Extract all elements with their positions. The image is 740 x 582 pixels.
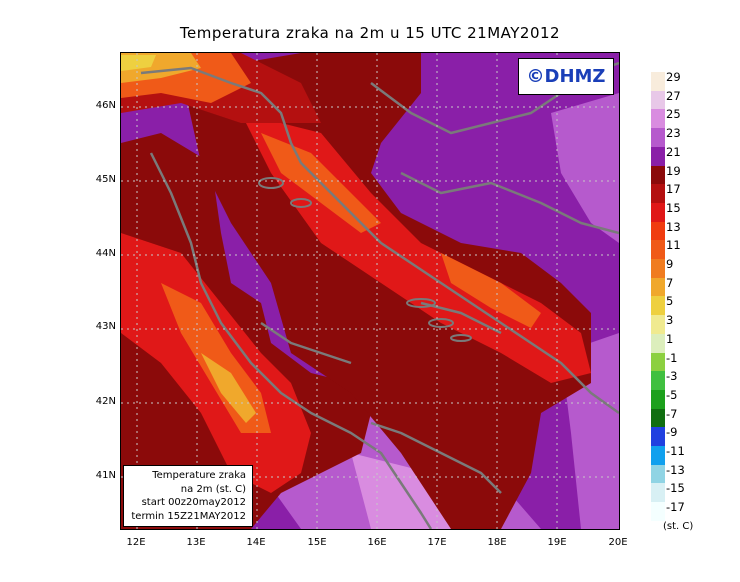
lat-tick-43n: 43N	[95, 321, 116, 332]
legend-label: 9	[666, 257, 674, 271]
legend-swatch	[651, 259, 665, 279]
legend-label: -15	[666, 481, 685, 496]
legend-swatch	[651, 296, 665, 316]
lon-tick-19e: 19E	[547, 537, 567, 548]
alps-peak-top	[121, 55, 156, 71]
legend-label: -9	[666, 425, 678, 440]
lon-tick-14e: 14E	[246, 537, 266, 548]
legend-label: 17	[666, 182, 681, 197]
legend-swatch	[651, 109, 665, 129]
legend-label: 11	[666, 238, 681, 253]
legend-label: -5	[666, 387, 678, 402]
legend-swatch	[651, 315, 665, 335]
legend-swatch	[651, 202, 665, 223]
legend-swatch	[651, 371, 665, 391]
info-line-1: Temperature zraka	[152, 470, 246, 481]
legend-swatch	[651, 277, 665, 297]
legend-label: 15	[666, 200, 681, 215]
legend-label: 1	[666, 331, 674, 346]
legend-swatch	[651, 464, 665, 484]
lat-tick-42n: 42N	[95, 396, 116, 407]
lon-tick-16e: 16E	[367, 537, 387, 548]
legend-label: 19	[666, 163, 681, 178]
legend-swatch	[651, 128, 665, 148]
legend-label: 29	[666, 70, 681, 84]
legend-units: (st. C)	[663, 521, 694, 532]
legend-swatch	[651, 90, 665, 110]
legend-swatch	[651, 72, 665, 92]
dhmz-brand-label: ©DHMZ	[518, 58, 614, 95]
lat-tick-41n: 41N	[95, 470, 116, 481]
islands	[258, 177, 472, 342]
legend-swatch	[651, 221, 665, 241]
lat-tick-46n: 46N	[95, 100, 116, 111]
legend-swatch	[651, 333, 665, 353]
info-line-3: start 00z20may2012	[141, 497, 246, 508]
legend-swatch	[651, 352, 665, 372]
legend-label: 3	[666, 313, 674, 328]
legend-label: 5	[666, 294, 674, 309]
apennine-peak-high	[201, 353, 256, 423]
legend-swatch	[651, 483, 665, 503]
temperature-map: ©DHMZ Temperature zraka na 2m (st. C) st…	[120, 52, 620, 530]
map-info-box: Temperature zraka na 2m (st. C) start 00…	[123, 465, 253, 527]
info-line-4: termin 15Z21MAY2012	[131, 510, 246, 522]
legend-swatch	[651, 184, 665, 204]
legend-label: -1	[666, 350, 678, 365]
dinaric-peak	[441, 253, 541, 328]
legend-label: 25	[666, 107, 681, 122]
legend-label: 7	[666, 275, 674, 290]
lon-tick-13e: 13E	[186, 537, 206, 548]
legend-swatch	[651, 427, 665, 447]
legend-swatch	[651, 502, 665, 522]
legend-swatch	[651, 446, 665, 466]
legend-label: -3	[666, 369, 678, 384]
legend-label: 13	[666, 219, 681, 234]
legend-swatch	[651, 389, 665, 410]
legend-label: -13	[666, 462, 685, 477]
lon-tick-18e: 18E	[487, 537, 507, 548]
lat-tick-44n: 44N	[95, 248, 116, 259]
legend-label: -7	[666, 406, 678, 421]
lon-tick-17e: 17E	[427, 537, 447, 548]
legend-swatch	[651, 408, 665, 428]
legend-label: 23	[666, 126, 681, 141]
legend-label: -17	[666, 500, 685, 515]
legend-label: 27	[666, 88, 681, 103]
sea-cool-patch-east	[551, 93, 619, 243]
lat-tick-45n: 45N	[95, 174, 116, 185]
info-line-2: na 2m (st. C)	[180, 483, 246, 495]
legend-swatch	[651, 146, 665, 166]
map-title: Temperatura zraka na 2m u 15 UTC 21MAY20…	[179, 24, 561, 42]
legend-swatch	[651, 165, 665, 185]
lon-tick-12e: 12E	[126, 537, 146, 548]
legend-swatch	[651, 240, 665, 260]
coordinate-grid	[121, 53, 619, 529]
legend-label: -11	[666, 444, 685, 458]
legend-label: 21	[666, 144, 681, 159]
lon-tick-20e: 20E	[608, 537, 628, 548]
lon-tick-15e: 15E	[307, 537, 327, 548]
